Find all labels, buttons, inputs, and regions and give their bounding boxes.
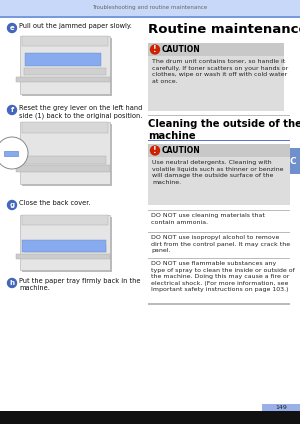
Text: h: h [10, 280, 14, 286]
Text: f: f [11, 107, 14, 113]
Bar [148, 144, 290, 157]
Text: Use neutral detergents. Cleaning with
volatile liquids such as thinner or benzin: Use neutral detergents. Cleaning with vo… [152, 160, 284, 185]
Circle shape [151, 146, 160, 155]
Bar [0, 411, 300, 424]
Bar [22, 36, 108, 47]
Text: !: ! [153, 146, 157, 155]
Bar [25, 53, 101, 66]
Text: Put the paper tray firmly back in the
machine.: Put the paper tray firmly back in the ma… [19, 278, 140, 292]
Text: DO NOT use flammable substances any
type of spray to clean the inside or outside: DO NOT use flammable substances any type… [151, 261, 295, 293]
Bar [22, 38, 112, 96]
Bar [16, 254, 110, 259]
Circle shape [8, 23, 16, 33]
Text: CAUTION: CAUTION [162, 146, 201, 155]
Bar [262, 404, 300, 411]
Bar [24, 156, 106, 164]
Bar [0, 16, 300, 17]
Bar [22, 124, 112, 186]
Circle shape [8, 201, 16, 209]
Bar [148, 232, 290, 233]
Text: C: C [290, 156, 296, 165]
Bar [0, 0, 300, 16]
Circle shape [8, 279, 16, 287]
Bar [148, 258, 290, 259]
Bar [16, 165, 110, 172]
Text: Reset the grey lever on the left hand
side (1) back to the original position.: Reset the grey lever on the left hand si… [19, 105, 142, 119]
Text: !: ! [153, 45, 157, 54]
Text: e: e [10, 25, 14, 31]
Text: Pull out the jammed paper slowly.: Pull out the jammed paper slowly. [19, 23, 132, 29]
Circle shape [8, 106, 16, 114]
Bar [24, 245, 106, 252]
Bar [148, 210, 290, 211]
Bar [24, 68, 106, 75]
Bar [148, 140, 290, 141]
Text: CAUTION: CAUTION [162, 45, 201, 54]
Bar [22, 122, 108, 133]
Bar [22, 217, 112, 272]
Bar [148, 144, 290, 205]
Text: 149: 149 [275, 405, 287, 410]
Text: Close the back cover.: Close the back cover. [19, 200, 91, 206]
Circle shape [0, 137, 28, 169]
Bar [148, 303, 290, 304]
Bar [20, 215, 110, 270]
Bar [20, 122, 110, 184]
Bar [22, 215, 108, 225]
Text: DO NOT use cleaning materials that
contain ammonia.: DO NOT use cleaning materials that conta… [151, 213, 265, 225]
Bar [16, 77, 110, 82]
Text: Cleaning the outside of the
machine: Cleaning the outside of the machine [148, 119, 300, 141]
Circle shape [151, 45, 160, 54]
Text: DO NOT use isopropyl alcohol to remove
dirt from the control panel. It may crack: DO NOT use isopropyl alcohol to remove d… [151, 235, 290, 253]
Bar [148, 115, 290, 116]
Text: Troubleshooting and routine maintenance: Troubleshooting and routine maintenance [92, 6, 208, 11]
Text: g: g [9, 202, 15, 208]
Bar [20, 36, 110, 94]
Bar [286, 148, 300, 174]
Bar [148, 43, 284, 111]
Bar [148, 43, 284, 56]
Bar [22, 240, 106, 252]
Text: The drum unit contains toner, so handle it
carefully. If toner scatters on your : The drum unit contains toner, so handle … [152, 59, 288, 84]
Text: Routine maintenance: Routine maintenance [148, 23, 300, 36]
Bar [4, 151, 18, 156]
